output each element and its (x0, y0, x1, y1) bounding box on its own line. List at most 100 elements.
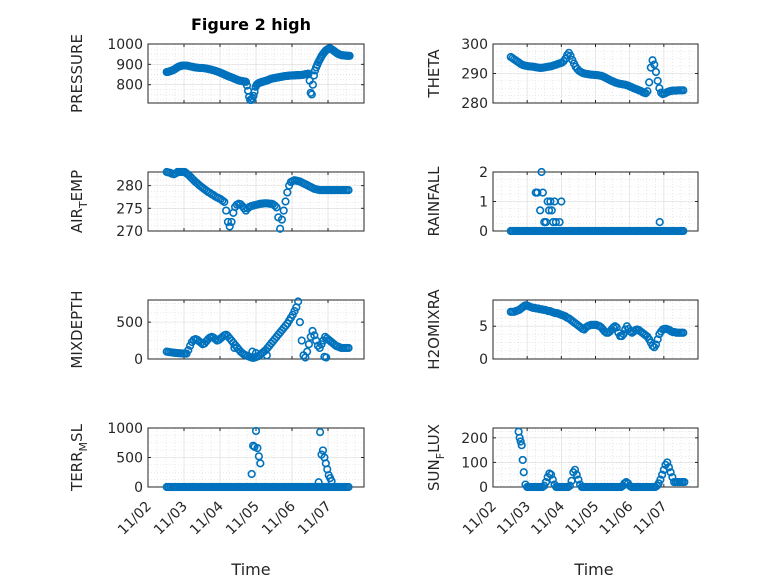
data-point (679, 226, 688, 236)
y-axis-label: TERRMSL (68, 423, 90, 492)
data-point (663, 458, 672, 467)
y-axis-label-subscript: M (77, 442, 90, 452)
data-point (304, 340, 314, 349)
data-point (295, 318, 305, 327)
data-point (538, 188, 547, 197)
data-point (222, 206, 231, 215)
data-point (517, 441, 526, 450)
data-point (307, 90, 316, 99)
y-tick-label: 280 (461, 96, 488, 112)
y-axis-label-subscript: T (77, 201, 90, 209)
data-point (344, 482, 353, 492)
data-point (566, 51, 575, 60)
data-point (220, 197, 229, 207)
data-point (519, 468, 528, 477)
data-point (518, 455, 527, 465)
data-point (250, 87, 259, 96)
series-markers (162, 426, 353, 492)
data-point (655, 84, 664, 93)
data-point (546, 470, 556, 479)
data-point (308, 80, 317, 89)
data-point (227, 217, 236, 227)
data-point (546, 197, 555, 206)
data-point (643, 87, 652, 96)
data-point (249, 91, 258, 100)
y-tick-label: 1 (479, 195, 488, 211)
data-point (251, 349, 261, 358)
data-point (565, 481, 574, 490)
x-tick-label: 11/03 (151, 499, 191, 539)
x-tick-label: 11/02 (115, 499, 155, 539)
data-point (655, 218, 664, 227)
data-point (533, 188, 542, 197)
x-tick-label: 11/04 (528, 498, 568, 538)
y-tick-label: 0 (479, 352, 488, 368)
panel-7: 0 500 1000 TERRMSL 11/0211/0311/0411/0511/06… (68, 421, 365, 539)
data-point (327, 477, 336, 486)
y-axis-label-text: TERR (68, 451, 86, 492)
series-markers (162, 297, 353, 362)
data-point (249, 441, 258, 450)
y-tick-label: 900 (116, 57, 143, 73)
data-point (651, 340, 661, 349)
data-point (230, 343, 239, 353)
data-point (322, 353, 331, 362)
data-point (303, 347, 312, 356)
data-point (536, 206, 545, 215)
x-tick-label: 11/02 (460, 499, 500, 539)
data-point (609, 323, 618, 332)
data-point (218, 196, 227, 205)
y-tick-label: 1000 (107, 37, 143, 53)
y-axis-label-subscript: F (434, 453, 447, 459)
data-point (557, 197, 566, 206)
data-point (276, 224, 285, 233)
data-point (645, 78, 654, 87)
data-point (679, 328, 688, 337)
y-axis-label: AIRTEMP (68, 170, 90, 233)
y-tick-label: 275 (116, 201, 143, 217)
data-point (572, 470, 581, 479)
data-point (555, 218, 564, 227)
data-point (680, 477, 689, 487)
data-point (281, 197, 290, 206)
y-axis-label-tail: LUX (425, 424, 443, 453)
panel-4: 0 1 2 RAINFALL (425, 165, 699, 240)
data-point (309, 71, 319, 80)
y-tick-label: 270 (116, 224, 143, 240)
x-tick-label: 11/04 (187, 498, 227, 538)
data-point (277, 215, 287, 224)
data-point (547, 206, 556, 215)
data-point (541, 477, 551, 487)
data-point (664, 463, 674, 472)
data-point (211, 334, 220, 344)
y-tick-label: 2 (479, 165, 488, 181)
data-point (656, 475, 665, 484)
y-tick-label: 0 (134, 480, 143, 496)
y-tick-label: 5 (479, 319, 488, 335)
y-axis-label-text: AIR (68, 208, 86, 233)
data-point (223, 217, 233, 227)
data-point (648, 56, 657, 65)
panel-3: 270 275 280 AIRTEMP (68, 167, 365, 240)
panel-1: 800 900 1000 PRESSURE (68, 34, 365, 113)
y-axis-label: MIXDEPTH (68, 290, 86, 368)
y-axis-label-text: RAINFALL (425, 166, 443, 237)
data-point (279, 206, 288, 215)
y-axis-label: SUNFLUX (425, 424, 447, 491)
panel-8: 0 100 200 SUNFLUX 11/0211/0311/0411/0511/061… (425, 424, 699, 539)
data-point (344, 343, 353, 353)
data-point (241, 77, 251, 86)
data-point (308, 326, 317, 336)
x-tick-label: 11/06 (597, 498, 637, 538)
x-axis-label-left: Time (230, 560, 270, 579)
data-point (272, 203, 281, 212)
y-axis-label-text: THETA (425, 49, 443, 99)
series-markers (162, 167, 353, 233)
data-point (537, 167, 546, 177)
x-tick-label: 11/06 (259, 498, 299, 538)
y-tick-label: 1000 (107, 421, 143, 437)
y-tick-label: 300 (461, 37, 488, 53)
x-tick-label: 11/07 (631, 499, 671, 539)
